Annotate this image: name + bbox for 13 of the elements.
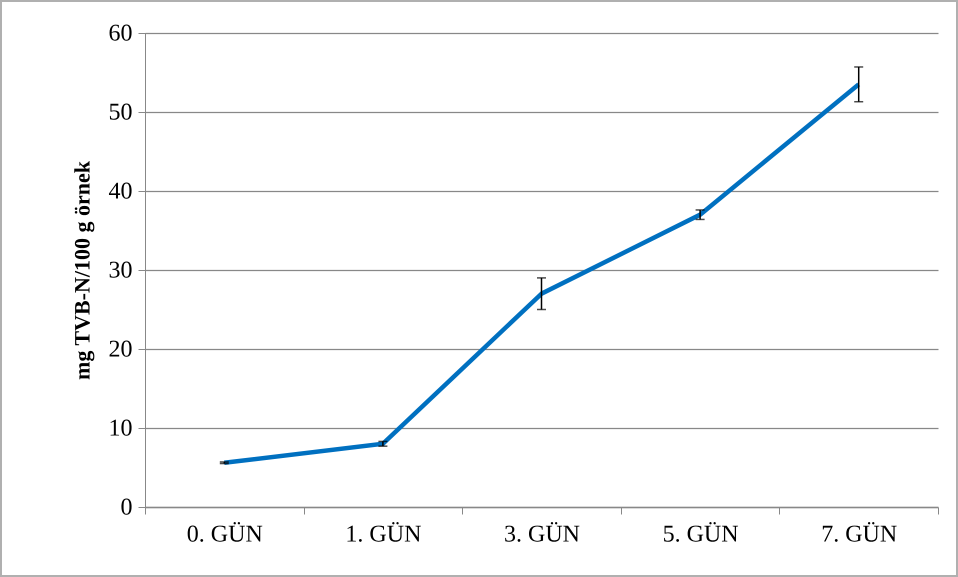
x-tick-label: 3. GÜN [504,522,580,548]
y-tick-label: 0 [120,494,132,520]
x-tick-label: 5. GÜN [662,522,739,548]
x-tick-label: 0. GÜN [186,522,263,548]
y-tick-label: 40 [108,178,132,204]
y-tick-label: 50 [108,100,132,126]
y-tick-label: 60 [108,20,132,46]
x-tick-label: 7. GÜN [821,522,898,548]
y-tick-label: 20 [108,336,132,362]
x-tick-label: 1. GÜN [345,522,422,548]
y-tick-label: 30 [108,258,132,284]
y-tick-label: 10 [108,416,132,442]
y-axis-title: mg TVB-N/100 g örnek [70,160,94,380]
